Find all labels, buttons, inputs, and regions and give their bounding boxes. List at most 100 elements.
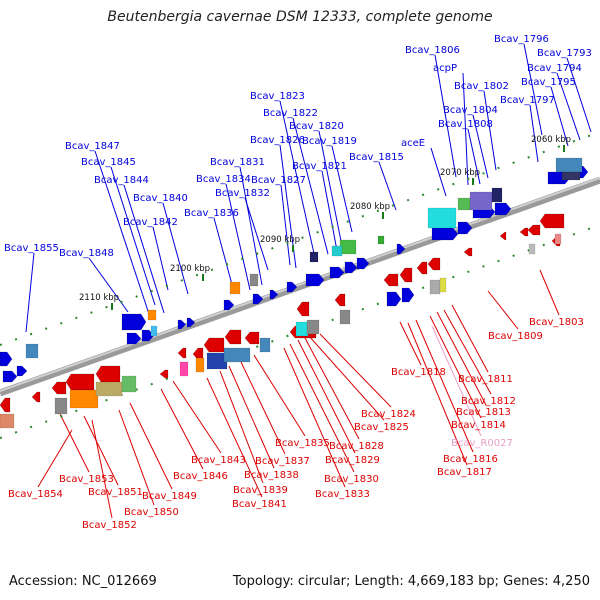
reverse-callout-line xyxy=(283,347,346,488)
forward-gene-label: Bcav_1794 xyxy=(527,63,582,74)
reverse-gene-label: Bcav_1841 xyxy=(232,499,287,510)
forward-callout-line xyxy=(472,114,489,179)
reverse-callout-line xyxy=(451,304,489,373)
reverse-gene-label: Bcav_1829 xyxy=(325,455,380,466)
reverse-callout-line xyxy=(240,361,286,455)
reverse-gene-label: Bcav_1816 xyxy=(443,454,498,465)
reverse-gene xyxy=(244,331,260,345)
forward-gene-label: Bcav_1834 xyxy=(196,174,251,185)
pathway-feature xyxy=(121,375,137,393)
genome-map: 2060 kbp 2070 kbp 2080 kbp 2090 kbp 2100 kbp… xyxy=(0,34,600,531)
reverse-gene-label: Bcav_1824 xyxy=(361,409,416,420)
reverse-gene xyxy=(95,365,121,383)
pathway-feature xyxy=(147,309,157,321)
forward-gene-label: aceE xyxy=(401,138,425,149)
reverse-gene-label: Bcav_1835 xyxy=(275,438,330,449)
forward-gene-label: Bcav_1804 xyxy=(443,105,498,116)
forward-gene xyxy=(177,319,187,330)
forward-gene xyxy=(356,257,370,270)
forward-gene xyxy=(386,291,402,307)
kbp-label: 2070 kbp xyxy=(440,168,480,178)
map-title: Beutenbergia cavernae DSM 12333, complet… xyxy=(107,9,493,25)
forward-gene-label: Bcav_1831 xyxy=(210,157,265,168)
reverse-callout-line xyxy=(253,354,306,437)
pathway-feature xyxy=(295,321,309,337)
reverse-gene xyxy=(296,301,310,317)
accession-text: Accession: NC_012669 xyxy=(9,574,157,589)
reverse-gene-label: Bcav_1812 xyxy=(461,396,516,407)
forward-callout-line xyxy=(462,72,469,186)
reverse-gene xyxy=(334,293,346,307)
forward-gene-label: Bcav_1836 xyxy=(184,208,239,219)
forward-gene xyxy=(344,261,358,274)
reverse-gene-label: Bcav_1811 xyxy=(458,374,513,385)
forward-callout-line xyxy=(280,184,291,266)
reverse-gene-label: Bcav_1850 xyxy=(124,507,179,518)
forward-gene-label: Bcav_1802 xyxy=(454,81,509,92)
reverse-gene-label: Bcav_1814 xyxy=(451,420,506,431)
forward-callout-line xyxy=(331,145,353,233)
reverse-gene-label: Bcav_1843 xyxy=(191,455,246,466)
forward-callout-line xyxy=(318,130,343,247)
forward-callout-line xyxy=(292,117,329,255)
reverse-callout-line xyxy=(83,415,119,486)
forward-gene-label: Bcav_1819 xyxy=(302,136,357,147)
reverse-gene xyxy=(383,273,399,287)
forward-gene-label: Bcav_1793 xyxy=(537,48,592,59)
forward-callout-line xyxy=(123,184,165,314)
reverse-callout-line xyxy=(129,402,173,490)
forward-callout-line xyxy=(152,226,169,291)
kbp-label: 2060 kbp xyxy=(531,135,571,145)
reverse-callout-line xyxy=(219,370,264,484)
reverse-gene-label: Bcav_1852 xyxy=(82,520,137,531)
reverse-callout-line xyxy=(431,325,482,437)
reverse-callout-line xyxy=(407,322,468,466)
pathway-feature xyxy=(439,277,447,293)
forward-gene xyxy=(305,273,325,287)
forward-gene xyxy=(401,287,415,303)
kbp-label: 2100 kbp xyxy=(170,264,210,274)
reverse-callout-line xyxy=(308,335,385,421)
genome-backbone xyxy=(0,176,600,397)
reverse-gene xyxy=(0,397,11,413)
reverse-callout-line xyxy=(297,339,356,454)
forward-gene-label: Bcav_1848 xyxy=(59,248,114,259)
reverse-gene-label: Bcav_1854 xyxy=(8,489,63,500)
kbp-label: 2080 kbp xyxy=(350,202,390,212)
pathway-feature xyxy=(25,343,39,359)
forward-gene xyxy=(286,281,298,293)
pathway-feature xyxy=(259,337,271,353)
forward-callout-line xyxy=(566,57,592,133)
reverse-callout-line xyxy=(91,419,113,519)
forward-gene xyxy=(329,266,345,279)
forward-callout-line xyxy=(244,197,269,271)
forward-gene xyxy=(431,227,459,241)
reverse-callout-line xyxy=(289,343,355,473)
forward-callout-line xyxy=(162,202,189,295)
kbp-label: 2090 kbp xyxy=(260,235,300,245)
forward-callout-line xyxy=(279,100,316,259)
forward-gene-label: Bcav_1815 xyxy=(349,152,404,163)
pathway-feature xyxy=(150,325,158,337)
pathway-feature xyxy=(309,251,319,263)
pathway-feature xyxy=(469,191,493,211)
forward-gene-label: Bcav_1823 xyxy=(250,91,305,102)
pathway-feature xyxy=(339,309,351,325)
forward-callout-line xyxy=(225,183,251,291)
forward-callout-line xyxy=(88,257,129,313)
forward-callout-line xyxy=(25,252,35,333)
forward-gene xyxy=(2,370,18,383)
pathway-feature xyxy=(69,389,99,409)
pathway-feature xyxy=(223,347,251,363)
forward-callout-line xyxy=(529,104,539,163)
reverse-gene xyxy=(31,391,41,403)
pathway-feature xyxy=(339,239,357,255)
pathway-feature xyxy=(555,157,583,173)
forward-callout-line xyxy=(467,128,481,185)
forward-callout-line xyxy=(239,166,263,286)
forward-gene-label: Bcav_1827 xyxy=(251,175,306,186)
reverse-gene xyxy=(65,373,95,391)
forward-gene xyxy=(0,351,13,367)
pathway-feature xyxy=(429,279,441,295)
forward-gene-label: Bcav_1845 xyxy=(81,157,136,168)
